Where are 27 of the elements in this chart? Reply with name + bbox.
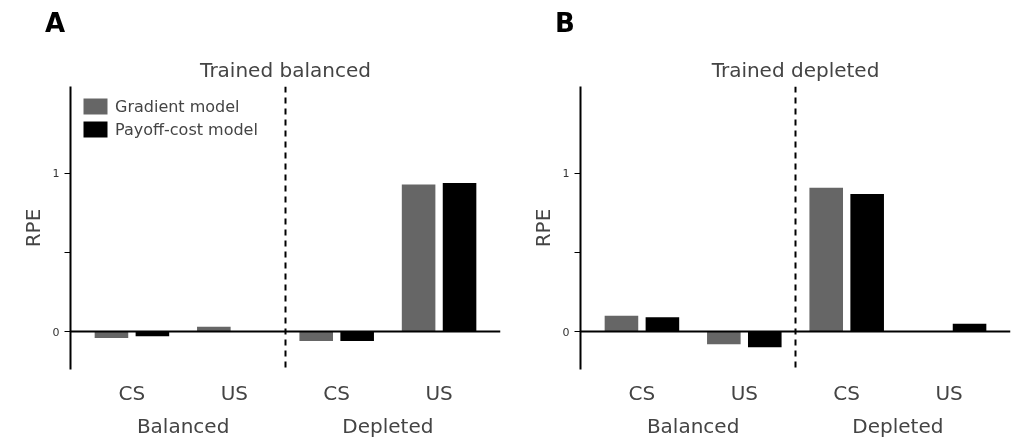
text: Balanced xyxy=(646,413,740,438)
y-axis-title: RPE xyxy=(20,208,45,248)
x-tick-label: US xyxy=(425,380,453,405)
y-tick-label: 1 xyxy=(52,167,60,181)
legend-label: Gradient model xyxy=(115,96,240,116)
y-axis-title: RPE xyxy=(530,208,555,248)
text: Depleted xyxy=(342,413,434,438)
x-tick-label: CS xyxy=(628,380,656,405)
text: Depleted xyxy=(852,413,944,438)
x-tick-label: US xyxy=(220,380,248,405)
y-tick-label: 0 xyxy=(562,325,570,339)
x-tick-label: CS xyxy=(833,380,861,405)
bar xyxy=(604,315,639,332)
x-tick-label: US xyxy=(935,380,963,405)
text: Balanced xyxy=(136,413,230,438)
bar xyxy=(809,187,843,332)
chart-title: Trained depleted xyxy=(710,57,880,82)
chart-title: Trained balanced xyxy=(199,57,371,82)
x-tick-label: US xyxy=(730,380,758,405)
y-tick-label: 0 xyxy=(52,325,60,339)
text: B xyxy=(555,7,575,40)
y-tick-label: 1 xyxy=(562,167,570,181)
legend-label: Payoff-cost model xyxy=(115,119,258,139)
x-tick-label: CS xyxy=(323,380,351,405)
x-tick-label: CS xyxy=(118,380,146,405)
bar xyxy=(401,184,436,332)
text: A xyxy=(45,7,66,40)
